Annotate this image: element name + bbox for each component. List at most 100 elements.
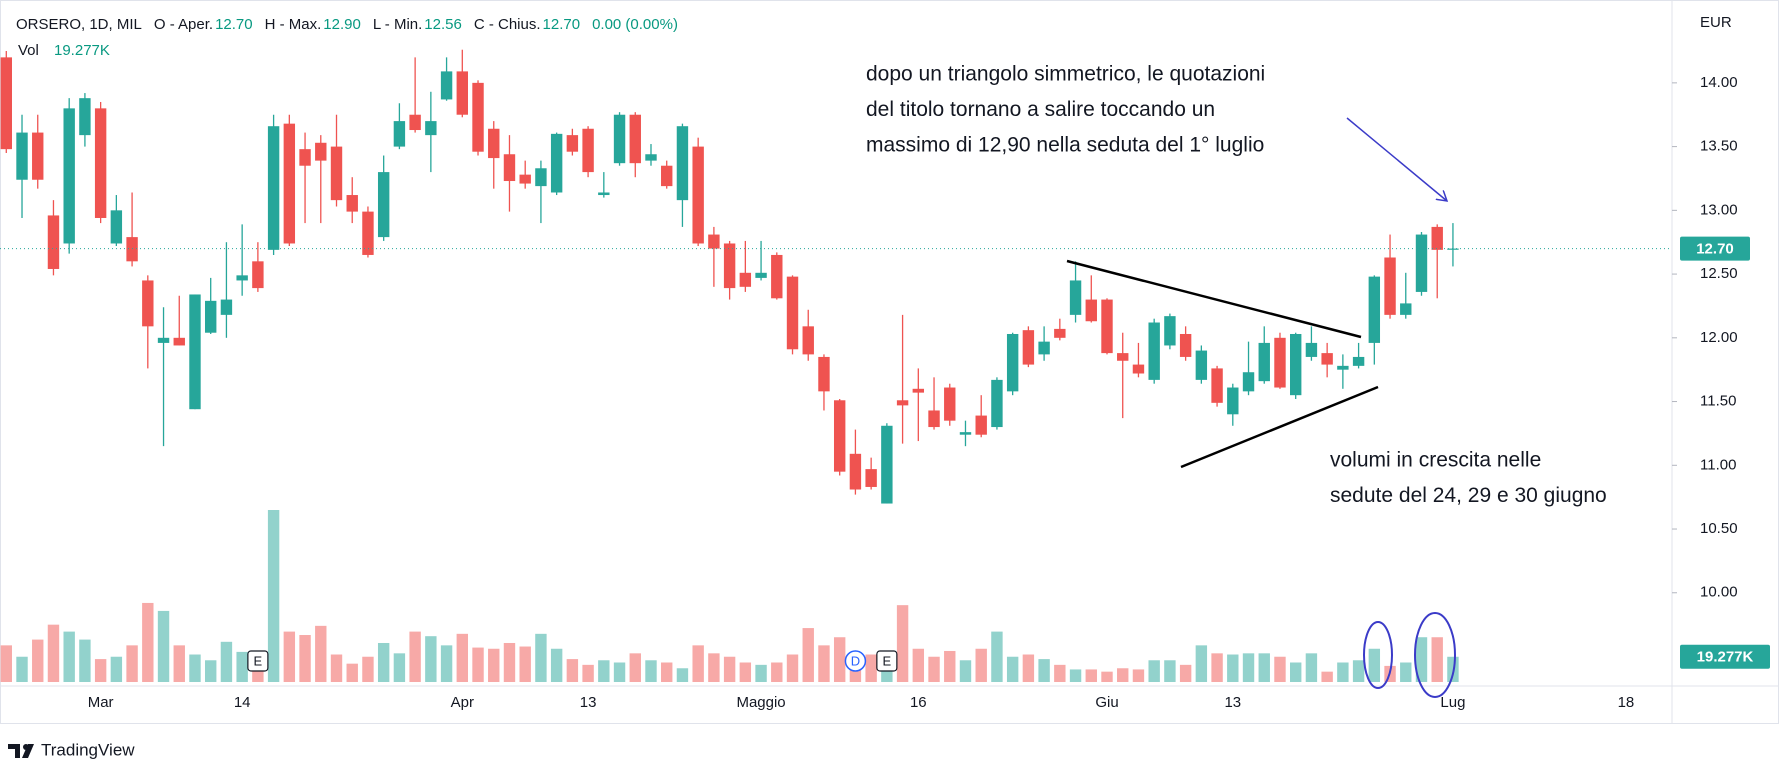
volume-bar [32, 639, 44, 682]
volume-bar [1195, 645, 1208, 682]
legend-value: 12.70 [543, 16, 581, 33]
volume-legend-value: 19.277K [54, 42, 110, 59]
drawings [1066, 117, 1456, 698]
volume-bar [629, 653, 641, 682]
volume-highlight [1363, 621, 1393, 689]
volume-bar [220, 641, 233, 682]
volume-bar [1101, 671, 1113, 682]
candle-body [676, 126, 689, 201]
candle-body [1101, 299, 1113, 354]
candle-body [346, 195, 358, 212]
candle-body [1054, 328, 1066, 338]
candle-body [16, 132, 28, 180]
candle-body [550, 133, 563, 193]
volume-bar [896, 605, 909, 682]
event-marker [844, 650, 867, 672]
candle-body [1447, 248, 1459, 250]
volume-bar [1085, 669, 1097, 682]
candle-body [1132, 364, 1145, 374]
annotation-line: sedute del 24, 29 e 30 giugno [1330, 484, 1607, 507]
volume-bar [582, 664, 594, 682]
candle-body [63, 108, 75, 244]
candle-body [1227, 387, 1239, 415]
volume-bar [739, 662, 752, 682]
candle-body [645, 154, 657, 161]
candle-body [1321, 353, 1333, 365]
volume-tag-label: 19.277K [1697, 649, 1754, 666]
volume-bar [488, 648, 500, 682]
x-tick-label: Maggio [736, 694, 785, 711]
candle-body [786, 276, 799, 350]
y-tick-label: 10.00 [1700, 584, 1738, 601]
candle-body [220, 299, 233, 315]
volume-bar [723, 656, 736, 682]
candle-body [472, 82, 484, 152]
candle-body [519, 174, 531, 184]
volume-bar [1321, 671, 1333, 682]
volume-bar [755, 664, 767, 682]
y-tick-label: 11.50 [1700, 393, 1736, 410]
volume-bar [425, 636, 437, 682]
legend-label: C - Chius. [474, 16, 541, 33]
volume-bar [912, 648, 925, 682]
candle-body [425, 121, 437, 136]
volume-bar [613, 662, 626, 682]
candle-body [535, 168, 547, 187]
volume-bar [157, 610, 170, 682]
candle-body [912, 388, 925, 393]
logo-icon [8, 744, 34, 758]
volume-bar [1069, 669, 1082, 682]
candle-body [283, 123, 296, 244]
event-label: D [851, 653, 860, 668]
volume-bar [1227, 654, 1239, 682]
candle-body [708, 234, 720, 249]
legend-label: O - Aper. [154, 16, 213, 33]
volume-bar [1132, 669, 1145, 682]
volume-bar [519, 646, 531, 682]
currency-label: EUR [1700, 14, 1732, 31]
annotation-line: massimo di 12,90 nella seduta del 1° lug… [866, 134, 1264, 157]
candle-body [503, 154, 516, 182]
volume-bar [1400, 662, 1412, 682]
candle-body [110, 210, 123, 244]
volume-bar [315, 625, 327, 682]
volume-bar [975, 648, 987, 682]
plot-area [0, 49, 1459, 682]
candle-body [1038, 341, 1050, 355]
candle-body [739, 272, 752, 287]
y-tick-label: 13.00 [1700, 201, 1738, 218]
candle-body [1415, 234, 1428, 292]
candle-body [1337, 365, 1349, 370]
event-marker [247, 650, 269, 672]
candle-body [377, 172, 390, 238]
volume-bar [173, 645, 185, 682]
candle-body [267, 126, 280, 250]
volume-bar [283, 631, 296, 682]
volume-bar [535, 633, 547, 682]
volume-bar [205, 660, 217, 682]
volume-bar [189, 654, 201, 682]
candle-body [1258, 342, 1270, 382]
legend-label: H - Max. [265, 16, 322, 33]
candle-body [1352, 356, 1365, 366]
volume-bar [503, 642, 516, 682]
candle-body [440, 71, 453, 100]
candle-body [189, 294, 201, 410]
volume-bar [16, 656, 28, 682]
candle-body [1085, 299, 1097, 322]
candle-body [0, 57, 12, 150]
candle-body [1305, 342, 1318, 357]
candle-body [1179, 333, 1192, 357]
y-tick-label: 13.50 [1700, 138, 1738, 155]
candle-body [959, 432, 972, 435]
x-tick-label: 14 [234, 694, 251, 711]
volume-bar [944, 650, 956, 682]
volume-bar [661, 662, 673, 682]
volume-bar [126, 645, 138, 682]
candle-body [205, 300, 217, 333]
volume-bar [47, 624, 60, 682]
candle-body [629, 114, 641, 164]
volume-bar [0, 645, 12, 682]
candle-body [393, 121, 406, 147]
